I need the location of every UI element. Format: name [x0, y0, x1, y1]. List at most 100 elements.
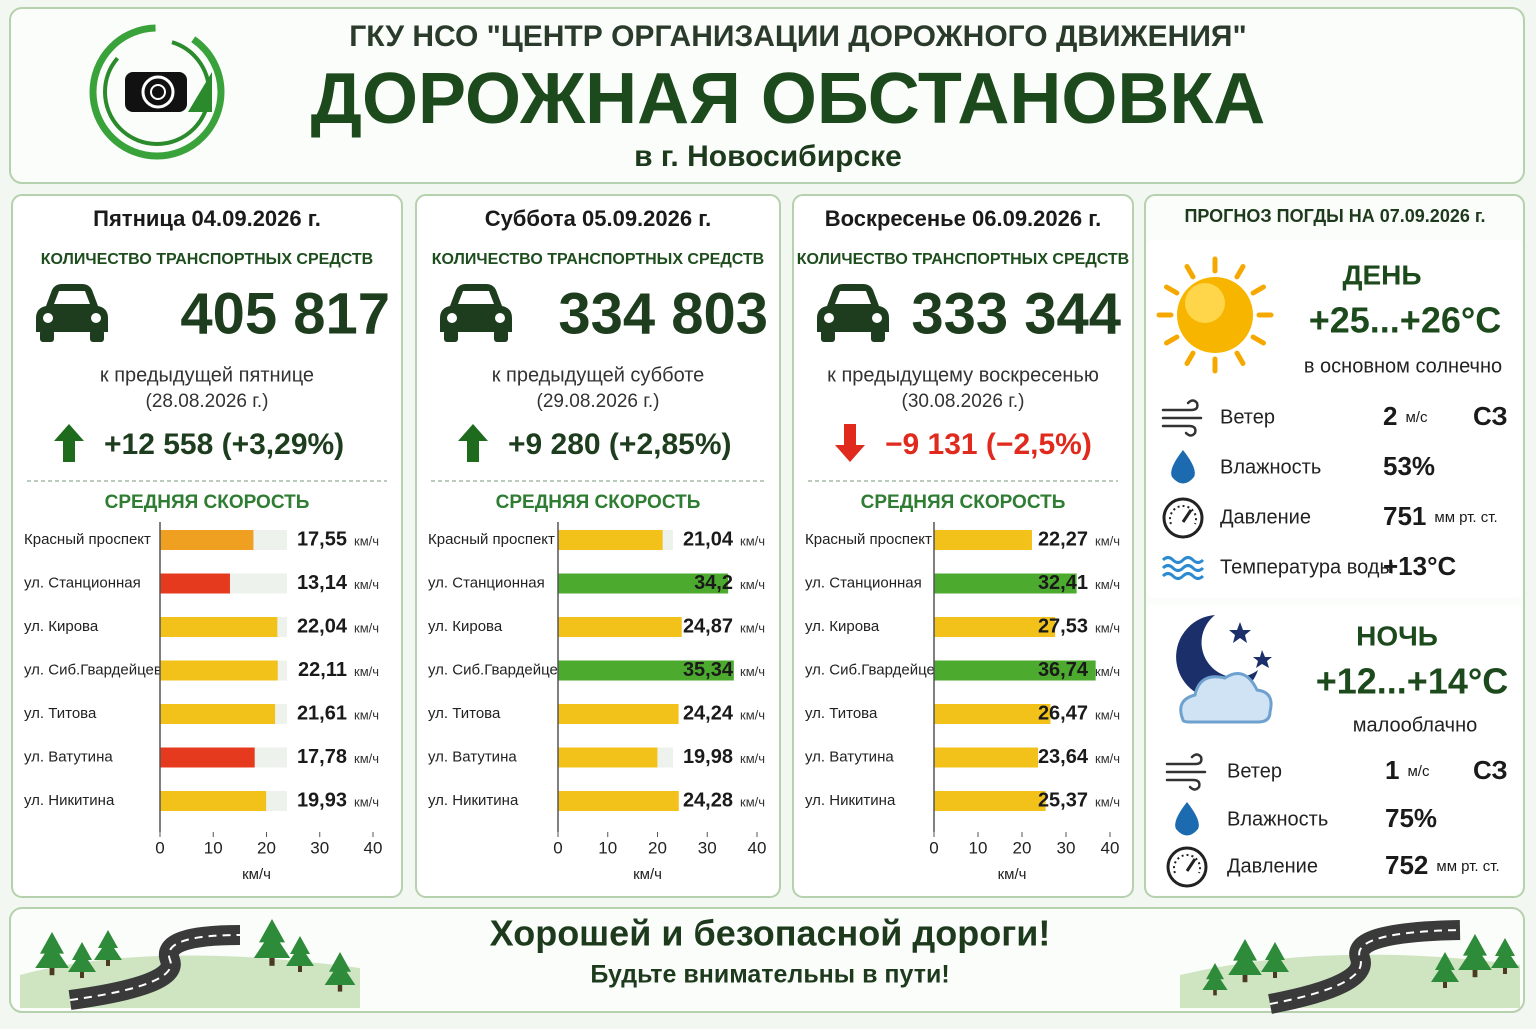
weather-value: +13°C: [1383, 551, 1457, 581]
value-unit: км/ч: [1095, 751, 1120, 766]
tree-crown: [286, 936, 314, 966]
logo-lens: [150, 84, 166, 100]
bar: [934, 617, 1056, 637]
footer-box: [9, 907, 1525, 1013]
value-label: 22,11: [298, 659, 347, 681]
change-value: +9 280 (+2,85%): [508, 428, 732, 461]
gauge-icon: [1162, 497, 1204, 539]
value-unit: км/ч: [740, 620, 765, 635]
star: [1253, 650, 1272, 668]
weather-value: 1 м/с: [1385, 755, 1430, 785]
compare-text: к предыдущему воскресенью: [827, 364, 1099, 386]
tree: [35, 932, 69, 976]
tree-trunk: [337, 985, 343, 992]
wind-line: [1165, 753, 1203, 766]
category-label: Красный проспект: [805, 531, 932, 548]
tree-trunk: [49, 968, 55, 976]
road-marking: [1269, 929, 1461, 1005]
value-unit: км/ч: [354, 533, 379, 548]
tree: [324, 952, 356, 992]
wave: [1161, 572, 1205, 580]
vehicle-count: 405 817: [180, 281, 390, 346]
bar: [558, 791, 679, 811]
value-label: 17,78: [297, 746, 347, 768]
chart-title: СРЕДНЯЯ СКОРОСТЬ: [105, 492, 310, 513]
category-label: ул. Станционная: [805, 574, 922, 591]
compare-text: к предыдущей пятнице: [100, 364, 314, 386]
vehicle-count: 334 803: [558, 281, 768, 346]
tree: [1431, 952, 1459, 988]
category-label: Красный проспект: [24, 531, 151, 548]
category-label: ул. Сиб.Гвардейцев: [805, 661, 943, 678]
category-label: ул. Никитина: [805, 792, 896, 809]
weather-value: 752 мм рт. ст.: [1385, 850, 1500, 880]
star: [1229, 622, 1251, 643]
bar: [558, 530, 663, 550]
gauge-ring: [1166, 846, 1208, 888]
tree: [1458, 934, 1492, 978]
value-unit: км/ч: [354, 794, 379, 809]
weather-label: Температура воды: [1220, 556, 1394, 578]
tree-crown: [1458, 934, 1492, 970]
bar: [558, 573, 729, 594]
count-label: КОЛИЧЕСТВО ТРАНСПОРТНЫХ СРЕДСТВ: [432, 251, 764, 268]
change-value: +12 558 (+3,29%): [104, 428, 344, 461]
day-title: Воскресенье 06.09.2026 г.: [825, 206, 1102, 231]
value-number: 751: [1383, 501, 1426, 531]
count-label: КОЛИЧЕСТВО ТРАНСПОРТНЫХ СРЕДСТВ: [41, 251, 373, 268]
value-label: 26,47: [1038, 702, 1088, 724]
wave: [1161, 556, 1205, 564]
org-name: ГКУ НСО "ЦЕНТР ОРГАНИЗАЦИИ ДОРОЖНОГО ДВИ…: [349, 20, 1246, 53]
x-tick-label: 40: [364, 838, 383, 857]
value-label: 22,04: [297, 615, 348, 637]
tree-trunk: [1503, 968, 1507, 974]
bar: [160, 791, 267, 811]
car-wheel: [90, 330, 104, 342]
value-unit: км/ч: [1095, 533, 1120, 548]
bar: [160, 704, 276, 724]
value-unit: км/ч: [740, 707, 765, 722]
sun-ray: [1234, 350, 1246, 366]
value-unit: км/ч: [354, 707, 379, 722]
value-number: 1: [1385, 755, 1399, 785]
weather-night-box: [1147, 605, 1522, 895]
tree-trunk: [298, 966, 302, 972]
tree-crown: [1491, 938, 1519, 968]
x-tick-label: 10: [204, 838, 223, 857]
gauge-needle: [1181, 509, 1193, 523]
gauge-ring: [1162, 497, 1204, 539]
category-label: ул. Ватутина: [805, 748, 894, 765]
day-temp: +25...+26°C: [1309, 300, 1502, 341]
waves-icon: [1161, 556, 1205, 580]
bar: [160, 530, 254, 550]
tree-crown: [35, 932, 69, 968]
value-label: 27,53: [1038, 615, 1088, 637]
x-tick-label: 30: [698, 838, 717, 857]
x-tick-label: 20: [1013, 838, 1032, 857]
sun-ray: [1184, 350, 1196, 366]
wind-icon: [1161, 399, 1203, 437]
arrow-up: [458, 424, 488, 462]
bar: [558, 704, 679, 724]
category-label: ул. Кирова: [428, 618, 503, 635]
main-title: ДОРОЖНАЯ ОБСТАНОВКА: [311, 59, 1266, 139]
sun-ray: [1250, 334, 1266, 346]
value-unit: м/с: [1405, 409, 1427, 426]
value-unit: мм рт. ст.: [1434, 509, 1497, 526]
bar: [160, 617, 278, 637]
category-label: ул. Никитина: [428, 792, 519, 809]
value-unit: м/с: [1407, 763, 1429, 780]
value-label: 19,93: [297, 789, 347, 811]
weather-value: 75%: [1385, 803, 1437, 833]
value-label: 23,64: [1038, 746, 1089, 768]
x-tick-label: 0: [553, 838, 562, 857]
category-label: ул. Станционная: [428, 574, 545, 591]
tree-trunk: [80, 972, 84, 978]
car-icon: [817, 284, 889, 342]
tree-trunk: [106, 960, 110, 966]
car-icon: [36, 284, 108, 342]
value-label: 36,74: [1038, 659, 1089, 681]
weather-label: Давление: [1227, 855, 1318, 877]
value-label: 21,04: [683, 528, 734, 550]
